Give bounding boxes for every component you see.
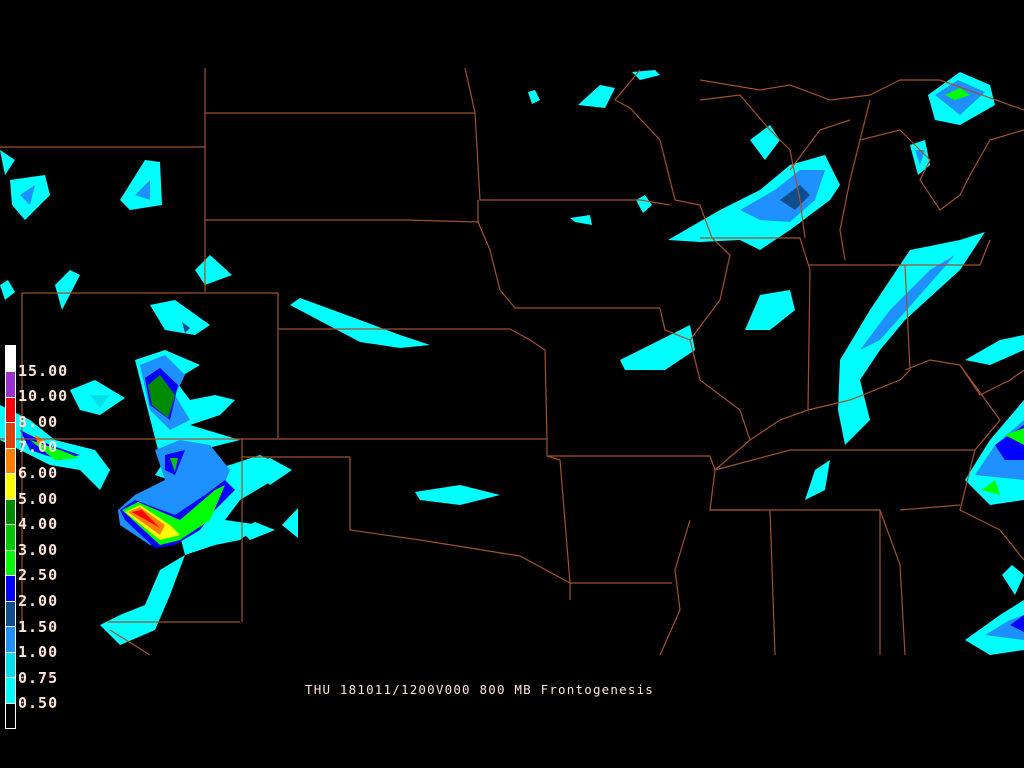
contour-region [20, 185, 35, 205]
contour-region [578, 85, 615, 108]
contour-region [240, 522, 275, 540]
legend-label: 5.00 [18, 489, 59, 508]
contour-region [915, 150, 925, 165]
legend-swatch [6, 677, 15, 703]
legend-swatch [6, 345, 15, 372]
legend-label: 0.75 [18, 668, 59, 687]
frontogenesis-contours [0, 70, 1024, 655]
legend-swatch [6, 651, 15, 678]
contour-region [860, 255, 955, 350]
legend-label: 8.00 [18, 412, 59, 431]
contour-region [982, 480, 1000, 495]
legend-label: 0.50 [18, 694, 59, 713]
contour-region [838, 232, 985, 445]
legend-label: 2.00 [18, 592, 59, 610]
contour-region [780, 185, 810, 210]
contour-region [35, 435, 45, 445]
contour-region [965, 600, 1024, 655]
contour-region [135, 180, 150, 200]
contour-region [0, 280, 15, 300]
contour-region [55, 270, 80, 310]
contour-region [170, 458, 178, 472]
legend-swatch [6, 600, 15, 627]
legend-swatch [6, 575, 15, 601]
legend-label: 4.00 [18, 515, 59, 534]
legend-label: 3.00 [18, 540, 59, 559]
legend-swatch [6, 473, 15, 499]
legend-label: 6.00 [18, 464, 59, 482]
legend-label: 15.00 [18, 361, 69, 380]
contour-region [965, 335, 1024, 365]
legend-swatch [6, 549, 15, 576]
contour-region [282, 508, 298, 538]
legend-swatch [6, 498, 15, 525]
contour-region [90, 395, 110, 408]
map-caption: THU 181011/1200V000 800 MB Frontogenesis [305, 682, 655, 697]
contour-region [30, 440, 80, 460]
contour-region [1005, 428, 1024, 445]
color-legend-bar [5, 345, 16, 729]
contour-region [805, 460, 830, 500]
contour-region [415, 485, 500, 505]
legend-label: 2.50 [18, 566, 59, 585]
contour-region [528, 90, 540, 104]
contour-region [632, 70, 660, 80]
legend-swatch [6, 447, 15, 474]
contour-region [636, 195, 652, 213]
contour-region [620, 325, 695, 370]
contour-region [985, 615, 1024, 640]
contour-region [245, 458, 292, 485]
contour-region [132, 510, 160, 528]
legend-label: 1.00 [18, 643, 59, 662]
legend-swatch [6, 524, 15, 550]
legend-label: 1.50 [18, 617, 59, 636]
contour-region [740, 170, 825, 222]
contour-region [148, 375, 175, 418]
contour-region [570, 215, 592, 225]
contour-region [150, 300, 210, 335]
legend-swatch [6, 371, 15, 397]
contour-region [1010, 615, 1024, 632]
legend-label: 10.00 [18, 387, 69, 406]
contour-region [290, 298, 430, 348]
contour-region [0, 150, 15, 175]
contour-region [750, 125, 780, 160]
state-borders [0, 67, 1024, 656]
legend-swatch [6, 396, 15, 423]
legend-label: 7.00 [18, 438, 59, 457]
legend-swatch [6, 626, 15, 652]
contour-region [745, 290, 795, 330]
contour-region [195, 255, 232, 285]
legend-swatch [6, 422, 15, 448]
contour-region [182, 322, 190, 333]
legend-swatch [6, 702, 15, 728]
contour-region [945, 88, 970, 100]
contour-region [1002, 565, 1024, 595]
contour-region [120, 160, 162, 210]
